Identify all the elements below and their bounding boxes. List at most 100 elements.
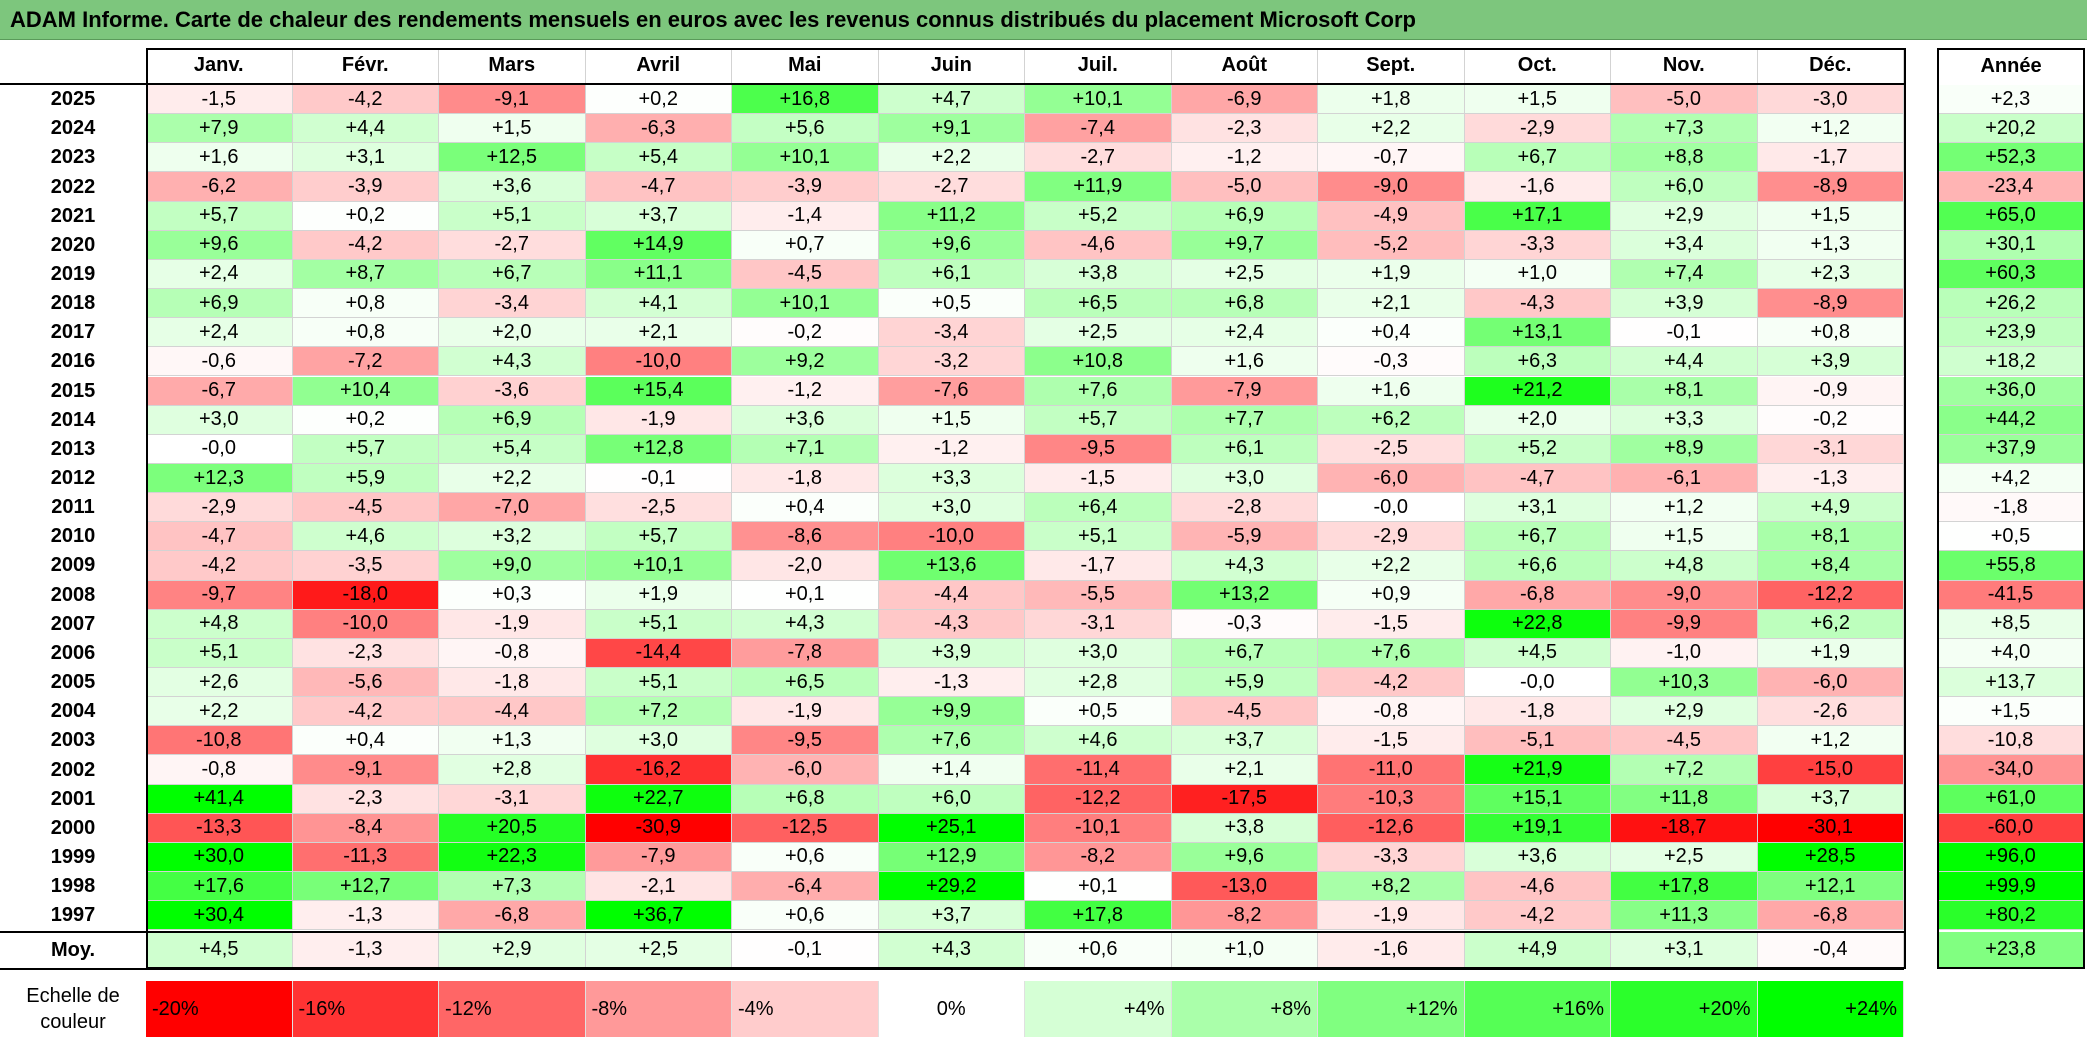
heat-cell: -4,2	[292, 697, 439, 727]
heat-cell: -5,9	[1171, 522, 1318, 552]
heat-cell: +1,3	[1757, 230, 1904, 260]
heat-cell: +3,3	[878, 463, 1025, 494]
heat-cell: +2,8	[1025, 668, 1172, 698]
color-scale-swatch: -4%	[732, 981, 879, 1037]
heat-cell: +3,8	[1171, 813, 1318, 843]
heat-cell: +0,8	[292, 318, 439, 348]
heat-cell: -18,0	[292, 580, 439, 610]
month-header: Mai	[732, 48, 879, 84]
heat-cell: -2,5	[585, 493, 732, 523]
heat-cell: -6,8	[1464, 580, 1611, 610]
heat-cell: -3,9	[292, 172, 439, 202]
heat-cell: +6,0	[1611, 172, 1758, 202]
heat-cell: -0,8	[1318, 697, 1465, 727]
annual-cell: +0,5	[1938, 522, 2084, 552]
heat-cell: -5,5	[1025, 580, 1172, 610]
heat-cell: +0,2	[585, 85, 732, 115]
row-year-label: 2014	[50, 408, 96, 431]
heat-cell: -4,7	[146, 522, 293, 552]
heat-cell: +3,9	[1757, 347, 1904, 377]
heat-cell: +8,8	[1611, 143, 1758, 173]
annual-cell: +30,1	[1938, 230, 2084, 260]
heat-cell: +10,1	[585, 551, 732, 581]
month-header: Nov.	[1611, 48, 1758, 84]
heat-cell: +1,5	[1611, 522, 1758, 552]
heat-cell: +29,2	[878, 872, 1025, 902]
average-cell: +3,1	[1611, 932, 1758, 968]
heat-cell: -3,1	[439, 784, 586, 814]
heat-cell: +6,7	[1464, 143, 1611, 173]
heat-cell: -2,0	[732, 551, 879, 581]
heat-cell: +4,8	[146, 609, 293, 639]
heat-cell: -9,0	[1318, 172, 1465, 202]
annual-cell: -41,5	[1938, 580, 2084, 610]
heat-cell: +5,2	[1464, 434, 1611, 464]
heat-cell: +5,9	[292, 463, 439, 494]
color-scale-label: Echelle de couleur	[0, 981, 146, 1037]
heat-cell: +1,2	[1757, 726, 1904, 756]
heat-cell: -5,2	[1318, 230, 1465, 260]
heat-cell: -0,9	[1757, 376, 1904, 406]
heat-cell: -0,0	[1318, 493, 1465, 523]
row-year-label: 2007	[50, 612, 96, 635]
heat-cell: +10,3	[1611, 668, 1758, 698]
heat-cell: -1,2	[732, 376, 879, 406]
heat-cell: -1,5	[146, 85, 293, 115]
heat-cell: -9,7	[146, 580, 293, 610]
heat-cell: -1,2	[1171, 143, 1318, 173]
heat-cell: +6,2	[1757, 609, 1904, 639]
heat-cell: +3,2	[439, 522, 586, 552]
heat-cell: +2,2	[1318, 114, 1465, 144]
heat-cell: +12,7	[292, 872, 439, 902]
heat-cell: +7,9	[146, 114, 293, 144]
month-header: Juin	[878, 48, 1025, 84]
heat-cell: -4,4	[878, 580, 1025, 610]
heat-cell: +13,6	[878, 551, 1025, 581]
heat-cell: -1,8	[1464, 697, 1611, 727]
heat-cell: +3,0	[878, 493, 1025, 523]
heat-cell: +19,1	[1464, 813, 1611, 843]
heat-cell: -9,0	[1611, 580, 1758, 610]
row-year-label: 2010	[50, 525, 96, 548]
heat-cell: +21,9	[1464, 755, 1611, 785]
heat-cell: +28,5	[1757, 842, 1904, 873]
heat-cell: -12,5	[732, 813, 879, 843]
heat-cell: -4,6	[1464, 872, 1611, 902]
row-year-label: 2024	[50, 117, 96, 140]
heat-cell: +7,6	[1025, 376, 1172, 406]
annual-cell: +80,2	[1938, 901, 2084, 931]
heat-cell: +22,7	[585, 784, 732, 814]
heat-cell: -0,0	[1464, 668, 1611, 698]
heat-cell: +10,1	[732, 289, 879, 319]
heat-cell: +6,1	[1171, 434, 1318, 464]
heat-cell: +10,8	[1025, 347, 1172, 377]
heat-cell: +4,3	[732, 609, 879, 639]
heat-cell: -6,8	[439, 901, 586, 931]
heat-cell: -7,9	[585, 842, 732, 873]
heat-cell: +2,1	[1318, 289, 1465, 319]
heat-cell: +5,7	[146, 201, 293, 231]
heat-cell: +8,2	[1318, 872, 1465, 902]
row-year-label: 2004	[50, 700, 96, 723]
heat-cell: -2,9	[1464, 114, 1611, 144]
heat-cell: +0,8	[292, 289, 439, 319]
heat-cell: +9,6	[1171, 842, 1318, 873]
heat-cell: +6,8	[732, 784, 879, 814]
heat-cell: -1,5	[1025, 463, 1172, 494]
average-cell: +1,0	[1171, 932, 1318, 968]
heat-cell: +13,1	[1464, 318, 1611, 348]
heat-cell: +3,1	[292, 143, 439, 173]
heat-cell: +8,4	[1757, 551, 1904, 581]
average-cell: +2,5	[585, 932, 732, 968]
year-total-header: Année	[1980, 54, 2042, 77]
heat-cell: -3,1	[1025, 609, 1172, 639]
month-header: Janv.	[146, 48, 293, 84]
heat-cell: +2,2	[146, 697, 293, 727]
annual-cell: +4,2	[1938, 463, 2084, 494]
heat-cell: -4,7	[1464, 463, 1611, 494]
heat-cell: +4,6	[292, 522, 439, 552]
heat-cell: +0,9	[1318, 580, 1465, 610]
heat-cell: -0,8	[146, 755, 293, 785]
heat-cell: +1,0	[1464, 259, 1611, 290]
heat-cell: -6,0	[1757, 668, 1904, 698]
